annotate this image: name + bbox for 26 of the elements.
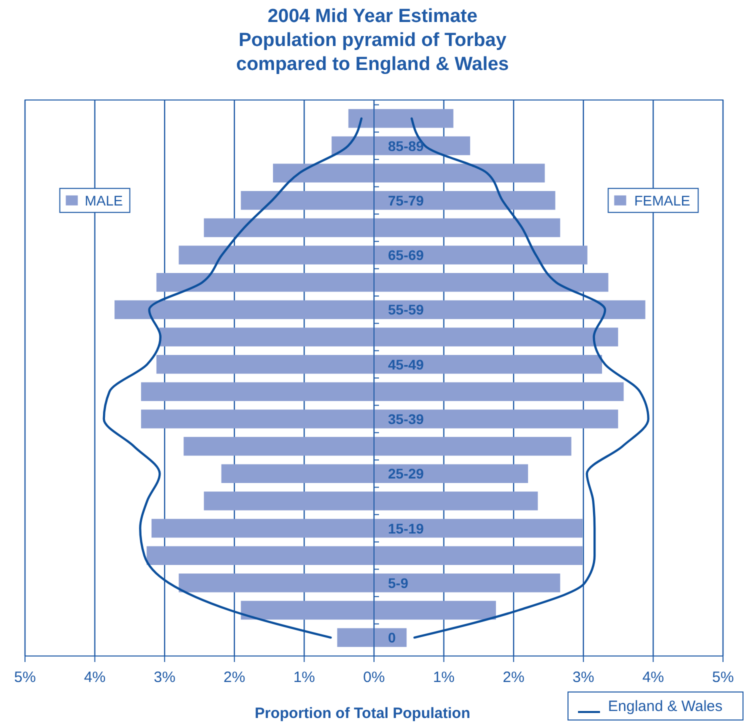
y-tick-label: 25-29 [388,466,424,482]
x-tick-label: 3% [572,669,594,686]
y-tick-label: 85-89 [388,138,424,154]
legend-label: FEMALE [634,192,690,208]
y-tick-label: 65-69 [388,247,424,264]
x-tick-label: 2% [502,669,524,686]
y-tick-label: 35-39 [388,410,424,427]
x-tick-label: 5% [14,669,36,686]
x-tick-label: 3% [154,669,176,686]
y-tick-label: 15-19 [388,520,424,536]
x-tick-label: 0% [363,669,385,686]
x-tick-label: 5% [712,669,734,686]
y-tick-label: 45-49 [388,356,424,372]
legend-label: England & Wales [608,698,723,715]
x-tick-label: 4% [642,669,664,686]
x-axis-title: Proportion of Total Population [254,705,470,722]
legend-label: MALE [84,192,123,208]
x-tick-label: 4% [84,669,106,686]
x-tick-label: 1% [432,669,455,686]
chart-title: 2004 Mid Year Estimate Population pyramid of Torbay compared to England & Wales [236,6,509,75]
y-tick-label: 55-59 [388,302,424,318]
x-tick-label: 1% [293,669,316,686]
y-tick-label: 0 [388,630,396,646]
y-tick-label: 5-9 [388,574,408,591]
y-tick-label: 75-79 [388,192,424,208]
x-tick-label: 2% [224,669,246,686]
